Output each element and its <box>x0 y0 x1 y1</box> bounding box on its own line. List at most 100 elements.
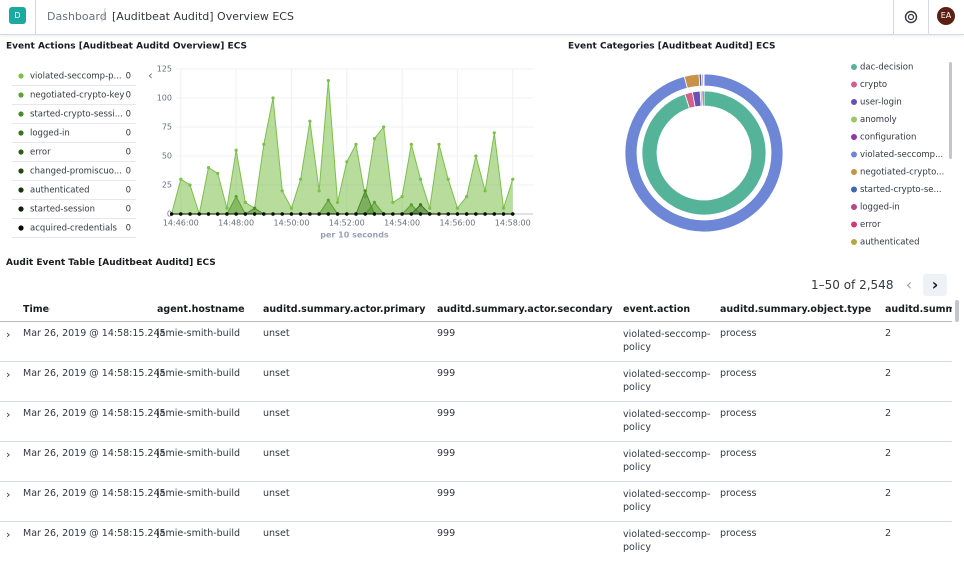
donut-slice <box>641 90 767 216</box>
data-point <box>492 131 496 135</box>
table-cell: unset <box>263 328 290 339</box>
table-cell: jamie-smith-build <box>157 528 241 539</box>
data-point <box>188 212 192 216</box>
legend-label[interactable]: authenticated <box>860 238 919 248</box>
panel-title: Event Categories [Auditbeat Auditd] ECS <box>568 42 775 52</box>
legend-label[interactable]: error <box>30 148 51 158</box>
legend-label[interactable]: violated-seccomp-p... <box>30 72 122 82</box>
help-ring <box>904 10 918 24</box>
user-avatar[interactable]: EA <box>937 7 955 25</box>
table-cell: jamie-smith-build <box>157 488 241 499</box>
scrollbar <box>955 300 959 322</box>
column-header[interactable]: Time <box>23 304 50 315</box>
table-cell: violated-seccomp-policy <box>623 449 711 473</box>
next-page-button[interactable]: › <box>923 274 947 296</box>
table-cell: 999 <box>437 488 456 499</box>
column-header[interactable]: auditd.summary <box>885 304 952 315</box>
legend-label[interactable]: error <box>860 220 881 230</box>
legend-scrollbar <box>949 62 952 159</box>
expand-row-button[interactable]: › <box>6 528 11 541</box>
prev-page-button[interactable]: ‹ <box>905 275 913 294</box>
legend-label[interactable]: changed-promiscuo... <box>30 167 122 177</box>
data-point <box>400 212 404 216</box>
x-tick-label: 14:56:00 <box>439 219 475 228</box>
sort-indicator[interactable]: ⌄ <box>46 304 52 312</box>
table-cell: violated-seccomp-policy <box>623 489 711 513</box>
legend-collapse[interactable]: ‹ <box>148 69 153 83</box>
column-header[interactable]: auditd.summary.object.type <box>720 304 872 315</box>
legend-label[interactable]: started-crypto-se... <box>860 185 942 195</box>
legend-label[interactable]: anomoly <box>860 115 897 125</box>
data-point <box>335 200 340 204</box>
data-point <box>252 212 257 216</box>
x-tick-label: 14:52:00 <box>329 219 365 228</box>
legend-label[interactable]: logged-in <box>860 203 900 213</box>
legend-value: 0 <box>126 205 131 215</box>
expand-row-button[interactable]: › <box>6 368 11 381</box>
data-point <box>326 198 330 202</box>
data-point <box>363 189 367 193</box>
donut-slice <box>683 73 701 89</box>
column-header[interactable]: agent.hostname <box>157 304 245 315</box>
legend-label[interactable]: user-login <box>860 98 902 108</box>
data-point <box>418 212 423 216</box>
expand-row-button[interactable]: › <box>6 448 11 461</box>
row-separator <box>0 401 952 402</box>
legend-label[interactable]: logged-in <box>30 129 70 139</box>
legend-label[interactable]: configuration <box>860 133 916 143</box>
table-cell: jamie-smith-build <box>157 448 241 459</box>
table-cell: violated-seccomp-policy <box>623 369 711 393</box>
expand-row-button[interactable]: › <box>6 488 11 501</box>
data-point <box>225 212 229 216</box>
column-header[interactable]: auditd.summary.actor.primary <box>263 304 426 315</box>
y-tick-label: 0 <box>167 210 172 219</box>
data-point <box>372 200 377 204</box>
table-cell: jamie-smith-build <box>157 408 241 419</box>
data-point <box>391 200 395 204</box>
table-cell: violated-seccomp-policy <box>623 529 711 553</box>
table-cell: Mar 26, 2019 @ 14:58:15.245 <box>23 448 166 459</box>
data-point <box>345 160 349 164</box>
table-cell: Mar 26, 2019 @ 14:58:15.245 <box>23 408 166 419</box>
legend-dot <box>851 221 857 228</box>
legend-label[interactable]: dac-decision <box>860 63 913 73</box>
app-logo[interactable]: D <box>9 7 26 24</box>
data-point <box>501 212 506 216</box>
legend-dot <box>851 81 857 88</box>
legend-label[interactable]: acquired-credentials <box>30 224 118 234</box>
legend-dot <box>18 225 24 231</box>
data-point <box>483 189 487 193</box>
help-icon[interactable] <box>904 10 918 24</box>
legend-label[interactable]: negotiated-crypto-key <box>30 91 124 101</box>
legend-dot <box>851 116 857 123</box>
data-point <box>289 212 294 216</box>
legend-dot <box>851 239 857 245</box>
data-point <box>483 212 487 216</box>
legend-label[interactable]: crypto <box>860 80 887 90</box>
header-bar: D Dashboard [Auditbeat Auditd] Overview … <box>0 0 964 35</box>
legend-label[interactable]: negotiated-crypto... <box>860 168 944 178</box>
legend-dot <box>18 206 24 212</box>
table-cell: unset <box>263 528 290 539</box>
data-point <box>418 203 423 207</box>
legend-label[interactable]: violated-seccomp... <box>860 150 943 160</box>
legend-label[interactable]: started-crypto-sessi... <box>30 110 123 120</box>
row-separator <box>0 521 952 522</box>
column-header[interactable]: event.action <box>623 304 691 315</box>
header-separator <box>0 321 952 322</box>
data-point <box>446 212 450 216</box>
breadcrumb-link[interactable]: Dashboard <box>47 10 107 23</box>
data-point <box>326 79 330 83</box>
data-point <box>428 206 432 210</box>
data-point <box>382 212 386 216</box>
data-point <box>308 119 312 123</box>
expand-row-button[interactable]: › <box>6 408 11 421</box>
legend-label[interactable]: authenticated <box>30 186 89 196</box>
data-point <box>170 212 174 216</box>
data-point <box>179 177 183 181</box>
legend-label[interactable]: started-session <box>30 205 95 215</box>
expand-row-button[interactable]: › <box>6 328 11 341</box>
table-cell: 2 <box>885 408 892 419</box>
data-point <box>271 96 275 100</box>
column-header[interactable]: auditd.summary.actor.secondary <box>437 304 613 315</box>
